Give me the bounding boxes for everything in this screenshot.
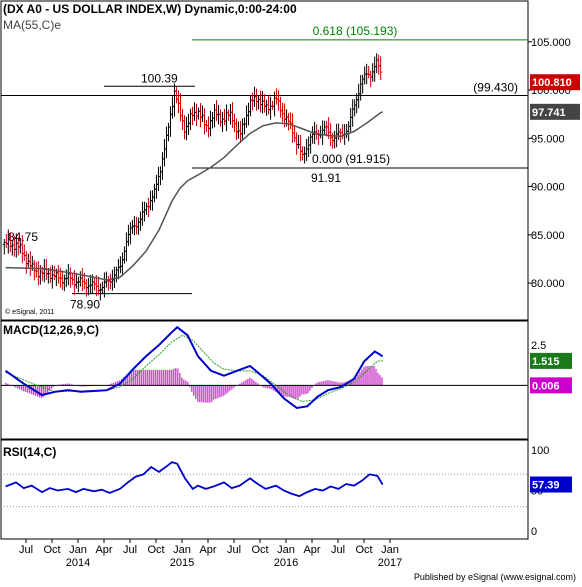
rsi-value: 57.39: [532, 480, 560, 492]
rsi-tick-label: 0: [531, 526, 537, 538]
ma-value-box: [530, 103, 580, 120]
peak-label: 100.39: [141, 71, 178, 85]
price-layer: 0.618 (105.193) (99.430) 0.000 (91.915) 100…: [1, 24, 528, 312]
ma-legend: MA(55,C)e: [3, 18, 61, 32]
x-tick-label: Jul: [331, 544, 345, 556]
price-panel: [0, 0, 529, 321]
level-label: 84.75: [8, 230, 38, 244]
rsi-tick-label: 100: [531, 445, 549, 457]
x-tick-label: Jul: [123, 544, 137, 556]
macd-tick-label: 2.5: [531, 340, 546, 352]
x-tick-label: Apr: [303, 544, 320, 556]
rsi-legend: RSI(14,C): [3, 445, 56, 459]
macd-line: [5, 325, 384, 409]
copyright-label: © eSignal, 2011: [5, 308, 55, 316]
macd-panel: [0, 320, 529, 440]
footer: Published by eSignal (www.esignal.com): [0, 569, 582, 587]
x-tick-label: Jul: [227, 544, 241, 556]
rsi-value-box: [530, 476, 572, 493]
rsi-line: [5, 461, 384, 498]
year-label: 2014: [66, 557, 90, 569]
price-tick-label: 95.000: [531, 133, 565, 145]
rsi-layer: [1, 461, 528, 508]
macd-legend: MACD(12,26,9,C): [3, 323, 99, 337]
year-label: 2015: [170, 557, 194, 569]
fib-0618-label: 0.618 (105.193): [313, 24, 398, 38]
macd-layer: [1, 325, 528, 409]
price-tick-label: 90.000: [531, 182, 565, 194]
x-tick-label: Jan: [69, 544, 87, 556]
ma-value: 97.741: [532, 107, 566, 119]
x-tick-label: Oct: [251, 544, 268, 556]
price-tick-label: 80.000: [531, 278, 565, 290]
x-tick-label: Oct: [355, 544, 372, 556]
price-tick-label: 105.000: [531, 37, 571, 49]
fib-0000-label: 0.000 (91.915): [312, 152, 390, 166]
resistance-label: (99.430): [473, 81, 518, 95]
hist-value-box: [530, 377, 572, 394]
last-price-box: [530, 74, 580, 91]
macd-signal-line: [5, 334, 383, 403]
trough-label: 91.91: [311, 171, 341, 185]
price-tick-label: 85.000: [531, 230, 565, 242]
macd-value-box: [530, 352, 572, 369]
low-label: 78.90: [70, 298, 100, 312]
macd-value: 1.515: [532, 356, 560, 368]
x-tick-label: Oct: [43, 544, 60, 556]
x-tick-label: Jan: [173, 544, 191, 556]
x-tick-label: Jul: [19, 544, 33, 556]
chart-title: (DX A0 - US DOLLAR INDEX,W) Dynamic,0:00…: [3, 2, 297, 16]
x-tick-label: Jan: [277, 544, 295, 556]
last-price-value: 100.810: [532, 77, 572, 89]
x-tick-label: Jan: [381, 544, 399, 556]
axis-layer: 105.000100.00095.00090.00085.00080.00010…: [19, 37, 580, 569]
year-label: 2016: [274, 557, 298, 569]
x-tick-label: Oct: [147, 544, 164, 556]
x-tick-label: Apr: [95, 544, 112, 556]
year-label: 2017: [378, 557, 402, 569]
ma55-line: [5, 111, 383, 281]
hist-value: 0.006: [532, 380, 560, 392]
x-tick-label: Apr: [199, 544, 216, 556]
footer-text: Published by eSignal (www.esignal.com): [413, 572, 576, 582]
